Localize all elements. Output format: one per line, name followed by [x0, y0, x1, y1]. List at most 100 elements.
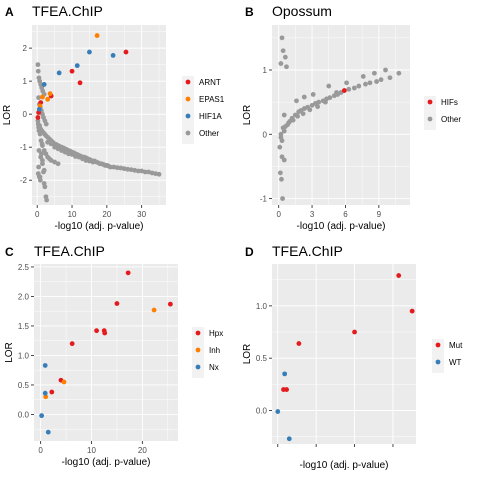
panel-title: TFEA.ChIP [32, 3, 103, 19]
data-point [290, 117, 296, 123]
x-tick-label: 0 [38, 446, 43, 455]
legend-swatch [185, 79, 191, 85]
data-point [45, 429, 51, 435]
data-point [282, 124, 288, 129]
y-tick-label: 0.5 [256, 354, 268, 363]
data-point [310, 92, 316, 97]
data-point [55, 161, 61, 167]
x-tick-label: 20 [102, 210, 111, 219]
panel-tag: B [245, 5, 254, 19]
y-tick-label: 0.0 [256, 407, 268, 416]
data-point [356, 83, 362, 89]
series-inh [43, 307, 157, 400]
data-point [156, 171, 162, 177]
data-point [351, 85, 357, 91]
data-point [286, 436, 292, 442]
legend-label: HIFs [441, 98, 458, 107]
y-tick-label: 1.0 [18, 351, 30, 360]
data-point [315, 104, 321, 110]
plot-background [32, 25, 166, 205]
data-point [275, 409, 281, 414]
data-point [40, 161, 45, 167]
data-point [40, 158, 45, 163]
chart-panel-c: C TFEA.ChIP 0.0 0.5 1.0 1.5 2.0 2.5 0 10 20 -log10 … [4, 243, 223, 468]
data-point [74, 63, 80, 69]
series-other [35, 62, 162, 203]
data-point [352, 329, 357, 335]
legend: Mut WT [432, 339, 463, 373]
x-tick-label: 30 [137, 210, 146, 219]
data-point [102, 330, 108, 336]
legend-label: EPAS1 [199, 95, 225, 104]
data-point [35, 68, 41, 74]
data-point [284, 64, 289, 70]
data-point [307, 107, 313, 113]
series-hpx [49, 270, 173, 395]
data-point [281, 112, 287, 118]
series-wt [275, 371, 292, 442]
data-point [35, 62, 41, 68]
data-point [77, 80, 83, 86]
y-tick-label: 1.0 [256, 302, 268, 311]
x-axis-title: -log10 (adj. p-value) [62, 457, 151, 468]
data-point [41, 82, 47, 87]
data-point [300, 111, 306, 117]
data-point [277, 170, 283, 176]
legend-swatch [195, 364, 201, 370]
x-tick-label: 20 [138, 446, 147, 455]
legend-label: HIF1A [199, 112, 222, 121]
legend: HIFs Other [424, 96, 461, 130]
data-point [279, 35, 285, 41]
y-tick-label: 2.5 [18, 263, 30, 272]
data-point [378, 77, 384, 83]
data-point [104, 162, 110, 168]
legend-swatch [195, 330, 201, 336]
data-point [326, 83, 332, 89]
data-point [280, 196, 285, 201]
data-point [110, 52, 116, 58]
data-point [341, 88, 347, 93]
data-point [69, 341, 75, 347]
data-point [125, 270, 131, 276]
legend: Hpx Inh Nx [192, 327, 223, 378]
data-point [346, 86, 352, 92]
data-point [42, 184, 48, 190]
y-tick-label: 2 [23, 44, 28, 53]
legend-label: WT [449, 358, 462, 367]
series-other [277, 35, 402, 201]
data-point [45, 96, 51, 102]
y-tick-label: 2.0 [18, 292, 30, 301]
data-point [371, 70, 377, 76]
data-point [43, 121, 49, 127]
legend-swatch [435, 342, 441, 348]
data-point [94, 33, 100, 38]
data-point [396, 273, 402, 278]
legend-swatch [435, 359, 441, 365]
x-tick-label: 0 [276, 210, 281, 219]
legend-label: Other [199, 129, 219, 138]
data-point [48, 141, 54, 147]
data-point [387, 75, 393, 81]
data-point [36, 95, 42, 101]
x-axis-title: -log10 (adj. p-value) [55, 221, 144, 232]
data-point [47, 91, 53, 97]
data-point [286, 120, 292, 126]
data-point [281, 157, 287, 163]
plot-background [34, 264, 178, 441]
legend-label: Hpx [209, 329, 223, 338]
data-point [43, 394, 49, 400]
data-point [344, 80, 349, 86]
chart-panel-d: D TFEA.ChIP 0.0 0.5 1.0 -log10 (adj. p-value)… [242, 243, 463, 471]
y-tick-label: 0.5 [18, 381, 30, 390]
x-tick-label: 3 [310, 210, 315, 219]
data-point [396, 70, 402, 76]
data-point [41, 169, 46, 175]
data-point [114, 165, 120, 171]
x-tick-label: 10 [68, 210, 77, 219]
data-point [40, 143, 45, 148]
data-point [36, 148, 42, 153]
y-tick-label: 0 [263, 130, 268, 139]
y-axis-title: LOR [4, 342, 15, 363]
